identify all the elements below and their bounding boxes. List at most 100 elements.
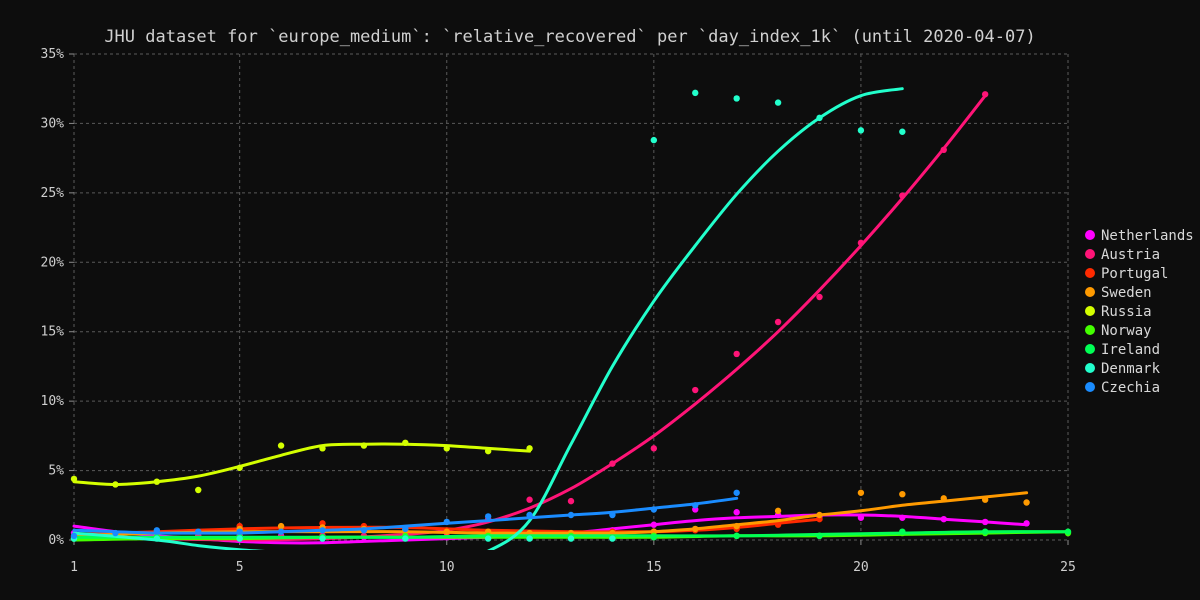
y-tick-label: 5% xyxy=(48,464,64,479)
data-point-czechia xyxy=(484,513,492,520)
data-point-netherlands xyxy=(650,521,658,528)
data-point-russia xyxy=(526,445,533,452)
data-point-czechia xyxy=(277,528,285,535)
legend-item-denmark: Denmark xyxy=(1085,361,1161,377)
data-point-austria xyxy=(609,460,616,467)
y-tick-label: 30% xyxy=(41,116,65,131)
data-point-ireland xyxy=(733,532,740,540)
data-point-denmark xyxy=(402,535,409,542)
data-point-denmark xyxy=(650,136,658,144)
series-denmark xyxy=(70,87,906,550)
legend-marker xyxy=(1085,287,1095,297)
legend-label: Austria xyxy=(1101,247,1160,263)
data-point-netherlands xyxy=(733,509,740,516)
data-point-czechia xyxy=(112,529,119,537)
legend-marker xyxy=(1085,325,1095,335)
y-tick-label: 35% xyxy=(41,47,65,62)
data-point-austria xyxy=(816,293,823,301)
data-point-netherlands xyxy=(1023,520,1030,527)
legend-label: Sweden xyxy=(1101,285,1152,301)
data-point-russia xyxy=(236,464,243,471)
x-tick-label: 1 xyxy=(70,560,78,575)
data-point-denmark xyxy=(319,535,326,542)
series-czechia xyxy=(70,489,740,540)
data-point-denmark xyxy=(857,127,865,134)
data-point-denmark xyxy=(484,535,492,542)
axes: 0%5%10%15%20%25%30%35%1 5 10 15 20 25 xyxy=(41,47,1076,575)
data-point-austria xyxy=(857,239,865,247)
data-point-denmark xyxy=(816,114,823,122)
series-layer xyxy=(70,87,1072,550)
legend-label: Czechia xyxy=(1101,380,1160,396)
data-point-netherlands xyxy=(899,514,906,521)
legend-item-netherlands: Netherlands xyxy=(1085,228,1194,244)
data-point-czechia xyxy=(236,528,243,535)
data-point-austria xyxy=(899,192,906,199)
data-point-austria xyxy=(733,350,740,358)
data-point-czechia xyxy=(70,532,78,540)
data-point-netherlands xyxy=(857,514,865,521)
data-point-czechia xyxy=(609,511,616,519)
data-point-sweden xyxy=(940,495,947,502)
data-point-sweden xyxy=(733,522,740,530)
legend-marker xyxy=(1085,249,1095,259)
legend-marker xyxy=(1085,306,1095,316)
data-point-denmark xyxy=(526,535,533,542)
data-point-russia xyxy=(153,478,161,485)
x-tick-label: 25 xyxy=(1060,560,1076,575)
x-tick-label: 20 xyxy=(853,560,869,575)
data-point-sweden xyxy=(899,490,906,498)
trend-line-denmark xyxy=(72,87,904,550)
legend-label: Denmark xyxy=(1101,361,1161,377)
data-point-russia xyxy=(402,439,409,446)
data-point-netherlands xyxy=(981,518,989,526)
legend-item-russia: Russia xyxy=(1085,304,1152,320)
x-tick-label: 15 xyxy=(646,560,662,575)
data-point-austria xyxy=(692,386,699,394)
legend-label: Ireland xyxy=(1101,342,1160,358)
data-point-czechia xyxy=(692,502,699,509)
data-point-czechia xyxy=(402,525,409,533)
data-point-denmark xyxy=(774,99,782,106)
data-point-netherlands xyxy=(940,515,947,523)
data-point-austria xyxy=(526,496,533,503)
legend-item-sweden: Sweden xyxy=(1085,285,1152,301)
legend-item-czechia: Czechia xyxy=(1085,380,1160,396)
data-point-czechia xyxy=(650,506,658,513)
data-point-austria xyxy=(650,445,658,452)
data-point-russia xyxy=(360,442,368,449)
data-point-denmark xyxy=(153,535,161,542)
data-point-ireland xyxy=(650,534,658,541)
legend-marker xyxy=(1085,363,1095,373)
legend-marker xyxy=(1085,382,1095,392)
data-point-russia xyxy=(443,445,450,452)
data-point-austria xyxy=(940,146,947,154)
legend-item-portugal: Portugal xyxy=(1085,266,1168,282)
data-point-denmark xyxy=(899,128,906,135)
legend-item-norway: Norway xyxy=(1085,323,1152,339)
data-point-denmark xyxy=(609,535,616,542)
data-point-ireland xyxy=(1064,528,1072,535)
data-point-denmark xyxy=(733,95,740,102)
legend-item-ireland: Ireland xyxy=(1085,342,1160,358)
data-point-sweden xyxy=(1023,499,1030,506)
data-point-ireland xyxy=(816,532,823,540)
data-point-sweden xyxy=(816,511,823,519)
legend-label: Netherlands xyxy=(1101,228,1194,244)
legend-marker xyxy=(1085,268,1095,278)
data-point-denmark xyxy=(236,535,243,542)
data-point-czechia xyxy=(195,528,202,535)
data-point-czechia xyxy=(153,527,161,534)
data-point-russia xyxy=(277,442,285,449)
data-point-russia xyxy=(195,486,202,494)
legend-marker xyxy=(1085,230,1095,240)
data-point-denmark xyxy=(692,89,699,97)
data-point-czechia xyxy=(567,511,575,519)
data-point-sweden xyxy=(277,522,285,530)
y-tick-label: 15% xyxy=(41,325,65,340)
data-point-russia xyxy=(319,445,326,452)
data-point-sweden xyxy=(774,507,782,515)
data-point-czechia xyxy=(733,489,740,496)
data-point-czechia xyxy=(526,511,533,519)
